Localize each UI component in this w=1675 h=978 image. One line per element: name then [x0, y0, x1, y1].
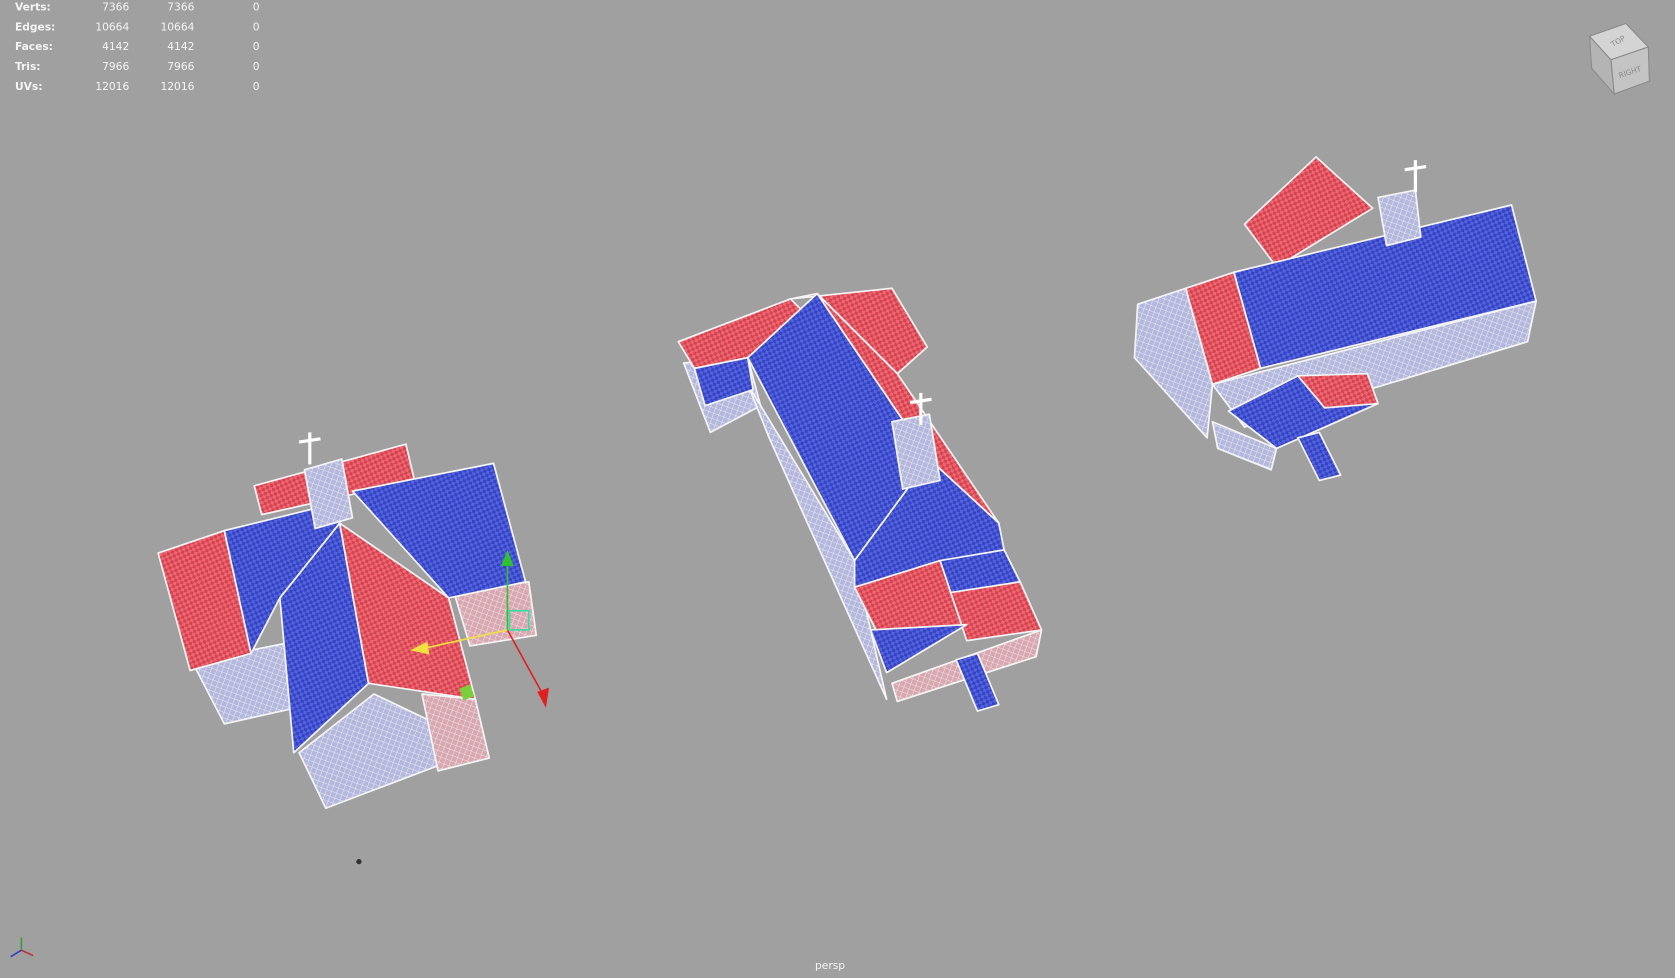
- gizmo-x-head: [537, 687, 550, 708]
- roof: [1184, 271, 1262, 386]
- scene: [157, 156, 1537, 810]
- hud-value: 4142: [102, 40, 129, 53]
- hud-label: Tris:: [15, 60, 41, 73]
- axis-z: [10, 949, 22, 958]
- tower: [303, 458, 354, 530]
- tower: [891, 413, 941, 490]
- wall-red: [421, 693, 491, 772]
- hud-value: 12016: [161, 80, 195, 93]
- hud-label: Faces:: [15, 40, 53, 53]
- hud-value: 7966: [102, 60, 129, 73]
- hud: Verts: 7366 7366 0 Edges: 10664 10664 0 Faces: 41…: [15, 0, 260, 92]
- roof: [1243, 156, 1374, 268]
- camera-label: persp: [815, 959, 845, 972]
- wall: [1211, 420, 1278, 471]
- axis-indicator: [10, 937, 34, 958]
- gizmo-z: [424, 629, 508, 649]
- roof: [351, 462, 527, 599]
- gizmo-z-head: [410, 641, 430, 655]
- roof: [869, 623, 968, 674]
- hud-value: 0: [253, 20, 260, 33]
- hud-value: 4142: [167, 40, 194, 53]
- wall: [746, 383, 888, 701]
- cross: [909, 397, 932, 405]
- gizmo-x: [506, 629, 544, 695]
- gizmo-plane: [459, 684, 475, 701]
- hud-value: 0: [253, 80, 260, 93]
- roof: [693, 356, 754, 407]
- tower: [1377, 189, 1422, 247]
- roof: [949, 581, 1043, 642]
- hud-value: 12016: [95, 80, 129, 93]
- wall: [1133, 287, 1214, 439]
- hud-value: 0: [253, 0, 260, 13]
- step: [1297, 431, 1342, 482]
- move-manipulator[interactable]: [410, 549, 550, 708]
- hud-label: UVs:: [15, 80, 43, 93]
- hud-value: 10664: [161, 20, 195, 33]
- pivot-dot: [356, 858, 362, 865]
- hud-value: 7366: [102, 0, 129, 13]
- cross: [1404, 164, 1427, 172]
- hud-value: 0: [253, 60, 260, 73]
- roof: [338, 522, 477, 701]
- gizmo-y-head: [501, 549, 514, 566]
- hud-value: 10664: [95, 20, 129, 33]
- cube-front[interactable]: [1588, 34, 1615, 96]
- hud-value: 7366: [167, 0, 194, 13]
- view-cube: TOP RIGHT: [1588, 22, 1650, 96]
- roof: [789, 287, 929, 375]
- hud-label: Edges:: [15, 20, 55, 33]
- hud-value: 0: [253, 40, 260, 53]
- axis-x: [21, 949, 34, 957]
- cross: [298, 437, 321, 444]
- gizmo-center: [508, 609, 530, 631]
- hud-label: Verts:: [15, 0, 51, 13]
- hud-value: 7966: [167, 60, 194, 73]
- step: [955, 652, 1000, 712]
- roof: [1297, 372, 1379, 409]
